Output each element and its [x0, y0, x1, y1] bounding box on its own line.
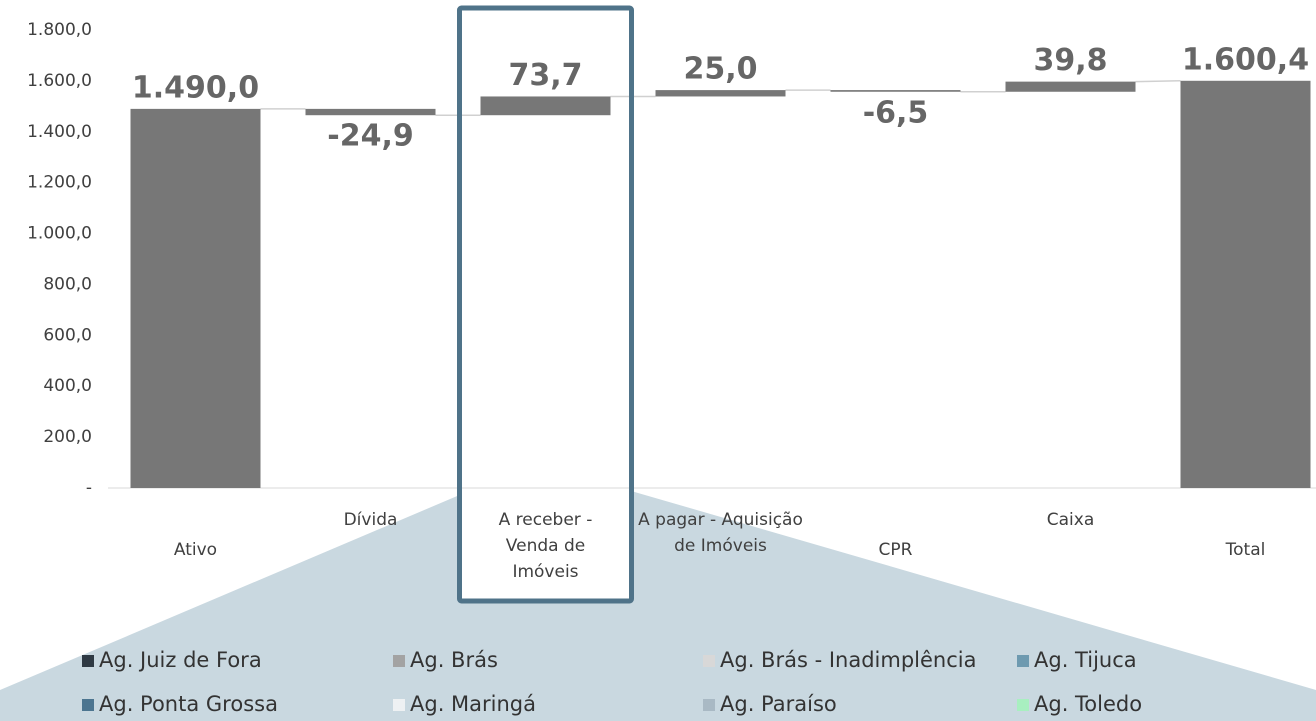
x-tick-line: Ativo — [174, 540, 217, 560]
zoom-fan — [0, 463, 1316, 721]
legend-label: Ag. Maringá — [410, 692, 536, 716]
y-tick-label: 200,0 — [43, 427, 92, 447]
legend-label: Ag. Brás - Inadimplência — [720, 648, 976, 672]
legend-label: Ag. Toledo — [1034, 692, 1142, 716]
legend-label: Ag. Tijuca — [1034, 648, 1137, 672]
bar — [655, 90, 786, 97]
x-tick-line: Caixa — [1047, 510, 1095, 530]
y-tick-label: 1.000,0 — [27, 224, 92, 244]
x-tick-label: Caixa — [1047, 510, 1095, 530]
legend-label: Ag. Brás — [410, 648, 498, 672]
legend-label: Ag. Juiz de Fora — [99, 648, 262, 672]
y-tick-label: 1.800,0 — [27, 20, 92, 40]
x-tick-label: Ativo — [174, 540, 217, 560]
bar — [830, 90, 961, 92]
highlight-box — [457, 5, 634, 604]
legend-label: Ag. Paraíso — [720, 692, 837, 716]
y-tick-label: 1.400,0 — [27, 122, 92, 142]
x-tick-line: A pagar - Aquisição — [638, 510, 803, 530]
y-tick-label: 1.200,0 — [27, 173, 92, 193]
x-tick-line: Total — [1225, 540, 1266, 560]
legend-swatch — [393, 699, 405, 711]
x-tick-line: A receber - — [499, 510, 593, 530]
value-label: -24,9 — [327, 119, 413, 154]
value-label: -6,5 — [863, 95, 929, 130]
value-label: 39,8 — [1033, 43, 1107, 78]
bar — [1005, 81, 1136, 92]
legend-swatch — [703, 655, 715, 667]
x-tick-label: A receber - Venda de Imóveis — [499, 510, 593, 582]
legend-swatch — [1017, 655, 1029, 667]
legend-swatch — [1017, 699, 1029, 711]
bar — [305, 108, 436, 116]
legend-swatch — [82, 655, 94, 667]
connector — [1135, 80, 1181, 83]
x-tick-label: Dívida — [344, 510, 398, 530]
x-tick-line: de Imóveis — [674, 536, 767, 556]
x-tick-label: A pagar - Aquisição de Imóveis — [638, 510, 803, 556]
y-tick-label: - — [86, 478, 92, 498]
legend-swatch — [703, 699, 715, 711]
y-tick-label: 600,0 — [43, 325, 92, 345]
legend-label: Ag. Ponta Grossa — [99, 692, 278, 716]
y-tick-label: 800,0 — [43, 274, 92, 294]
y-tick-label: 400,0 — [43, 376, 92, 396]
x-tick-line: Imóveis — [512, 562, 578, 582]
x-tick-line: Dívida — [344, 510, 398, 530]
y-tick-label: 1.600,0 — [27, 71, 92, 91]
value-label: 1.600,4 — [1182, 42, 1309, 77]
value-label: 25,0 — [683, 52, 757, 87]
bar — [1180, 80, 1311, 488]
x-tick-line: CPR — [879, 540, 913, 560]
value-label: 73,7 — [508, 58, 582, 93]
legend-swatch — [393, 655, 405, 667]
bar — [130, 108, 261, 488]
value-label: 1.490,0 — [132, 70, 259, 105]
x-tick-line: Venda de — [506, 536, 585, 556]
bar — [480, 96, 611, 116]
x-tick-label: CPR — [879, 540, 913, 560]
legend-swatch — [82, 699, 94, 711]
x-tick-label: Total — [1225, 540, 1266, 560]
